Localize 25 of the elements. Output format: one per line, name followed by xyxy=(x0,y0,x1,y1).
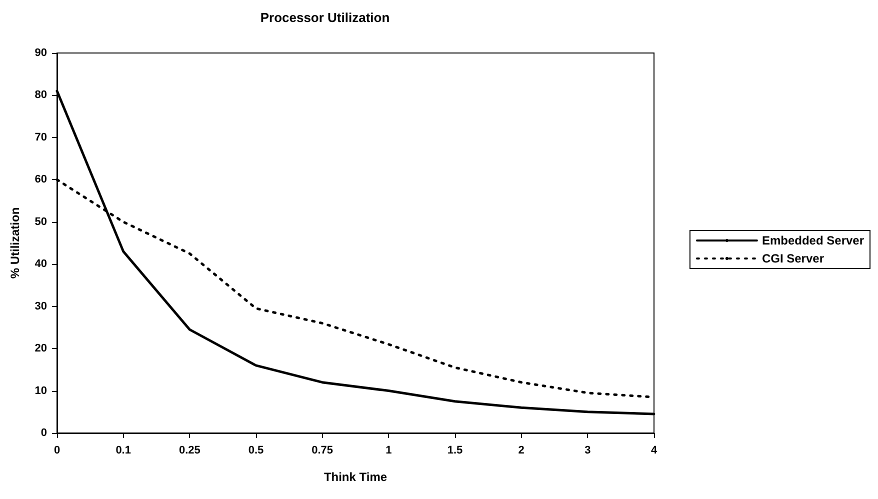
y-tick-label: 50 xyxy=(34,216,47,228)
x-tick-label: 0.75 xyxy=(312,444,334,456)
x-tick-label: 1.5 xyxy=(447,444,463,456)
x-tick-label: 0.25 xyxy=(178,444,200,456)
y-tick-label: 0 xyxy=(40,427,47,439)
y-tick-label: 60 xyxy=(34,174,47,186)
y-tick-label: 30 xyxy=(34,300,47,312)
x-tick-label: 0.5 xyxy=(248,444,264,456)
y-tick-label: 70 xyxy=(34,131,47,144)
y-tick-label: 90 xyxy=(34,47,47,59)
x-tick-label: 0 xyxy=(54,444,60,456)
x-tick-label: 1 xyxy=(386,444,392,456)
x-tick-label: 4 xyxy=(650,444,658,456)
y-axis-title: % Utilization xyxy=(8,207,22,279)
legend-label: Embedded Server xyxy=(762,234,864,248)
y-tick-label: 40 xyxy=(34,258,47,270)
y-tick-label: 20 xyxy=(34,342,47,355)
y-tick-label: 80 xyxy=(34,89,47,102)
x-axis-title: Think Time xyxy=(324,470,388,484)
x-tick-label: 0.1 xyxy=(116,444,131,456)
legend-label: CGI Server xyxy=(762,252,824,266)
x-tick-label: 2 xyxy=(518,444,524,456)
y-tick-label: 10 xyxy=(34,384,47,397)
chart-title: Processor Utilization xyxy=(260,10,390,25)
x-tick-label: 3 xyxy=(584,444,591,456)
